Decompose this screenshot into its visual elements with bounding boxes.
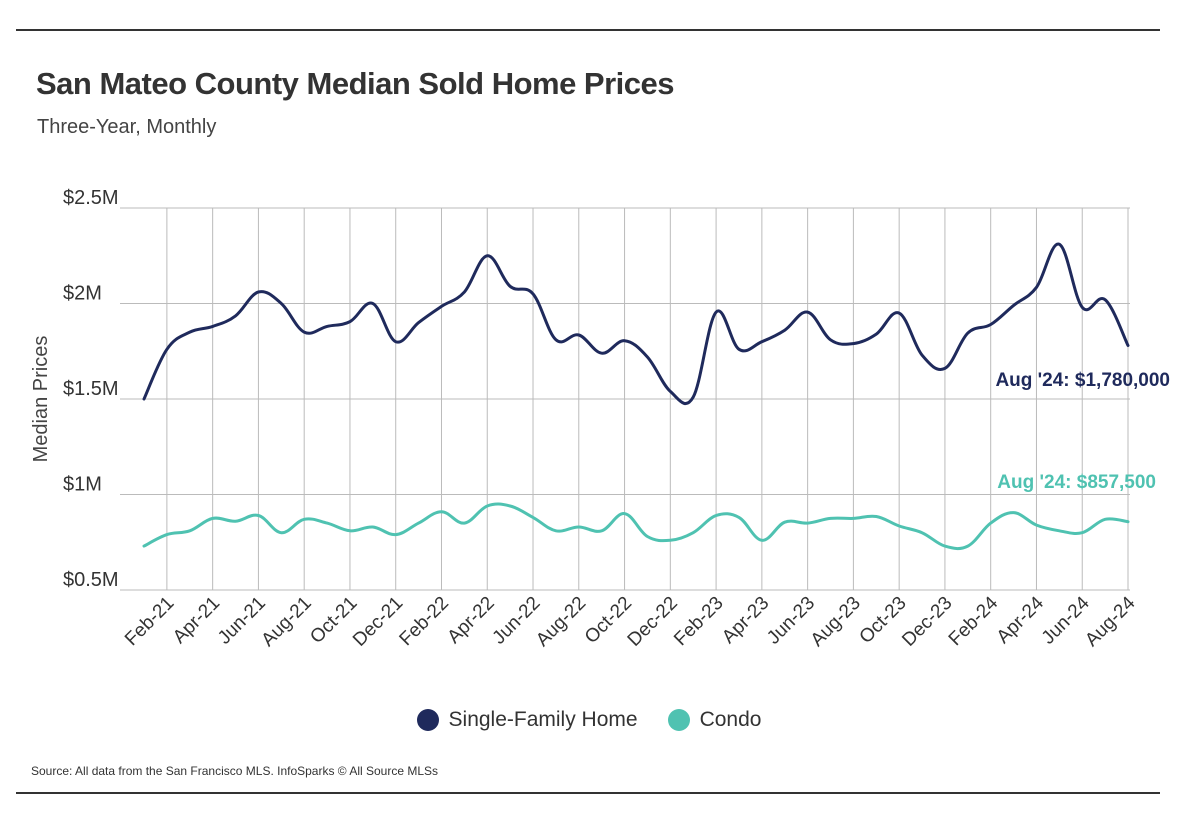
- x-tick-label: Dec-21: [349, 593, 407, 651]
- end-label-single-family: Aug '24: $1,780,000: [995, 370, 1170, 391]
- legend-label-condo: Condo: [699, 708, 762, 731]
- x-tick-label: Dec-22: [624, 593, 682, 651]
- x-tick-label: Feb-23: [670, 593, 727, 650]
- chart-subtitle: Three-Year, Monthly: [37, 116, 217, 138]
- x-tick-label: Aug-22: [532, 593, 590, 651]
- legend-dot-single-family: [416, 709, 439, 731]
- legend: Single-Family Home Condo: [0, 708, 1178, 732]
- legend-item-condo: Condo: [667, 708, 762, 732]
- x-tick-label: Dec-23: [898, 593, 956, 651]
- x-tick-label: Aug-21: [258, 593, 316, 651]
- x-tick-label: Aug-24: [1081, 592, 1139, 650]
- x-tick-label: Feb-22: [396, 593, 453, 650]
- y-axis-label: Median Prices: [30, 336, 52, 463]
- y-tick-label: $1M: [63, 474, 102, 496]
- x-tick-label: Apr-21: [169, 593, 224, 648]
- legend-item-single-family: Single-Family Home: [416, 708, 638, 732]
- top-rule: [16, 29, 1160, 31]
- x-tick-label: Apr-24: [993, 592, 1048, 647]
- chart-title: San Mateo County Median Sold Home Prices: [36, 66, 675, 101]
- y-tick-label: $2.5M: [63, 187, 119, 209]
- source-note: Source: All data from the San Francisco …: [31, 764, 439, 778]
- line-chart: $0.5M $1M $1.5M $2M $2.5M Median Prices Feb-21…: [30, 187, 1170, 651]
- x-tick-label: Feb-21: [121, 593, 178, 650]
- y-tick-label: $2M: [63, 283, 102, 305]
- x-tick-label: Feb-24: [945, 592, 1003, 650]
- x-tick-label: Apr-23: [718, 593, 773, 648]
- y-tick-label: $1.5M: [63, 378, 119, 400]
- legend-label-single-family: Single-Family Home: [448, 708, 638, 731]
- series-line-condo: [142, 502, 1130, 551]
- bottom-rule: [16, 792, 1160, 794]
- series-line-single-family: [142, 242, 1130, 405]
- legend-dot-condo: [667, 709, 690, 731]
- x-tick-label: Aug-23: [807, 593, 865, 651]
- y-tick-label: $0.5M: [63, 569, 119, 591]
- end-label-condo: Aug '24: $857,500: [997, 472, 1156, 493]
- x-tick-label: Apr-22: [444, 593, 499, 648]
